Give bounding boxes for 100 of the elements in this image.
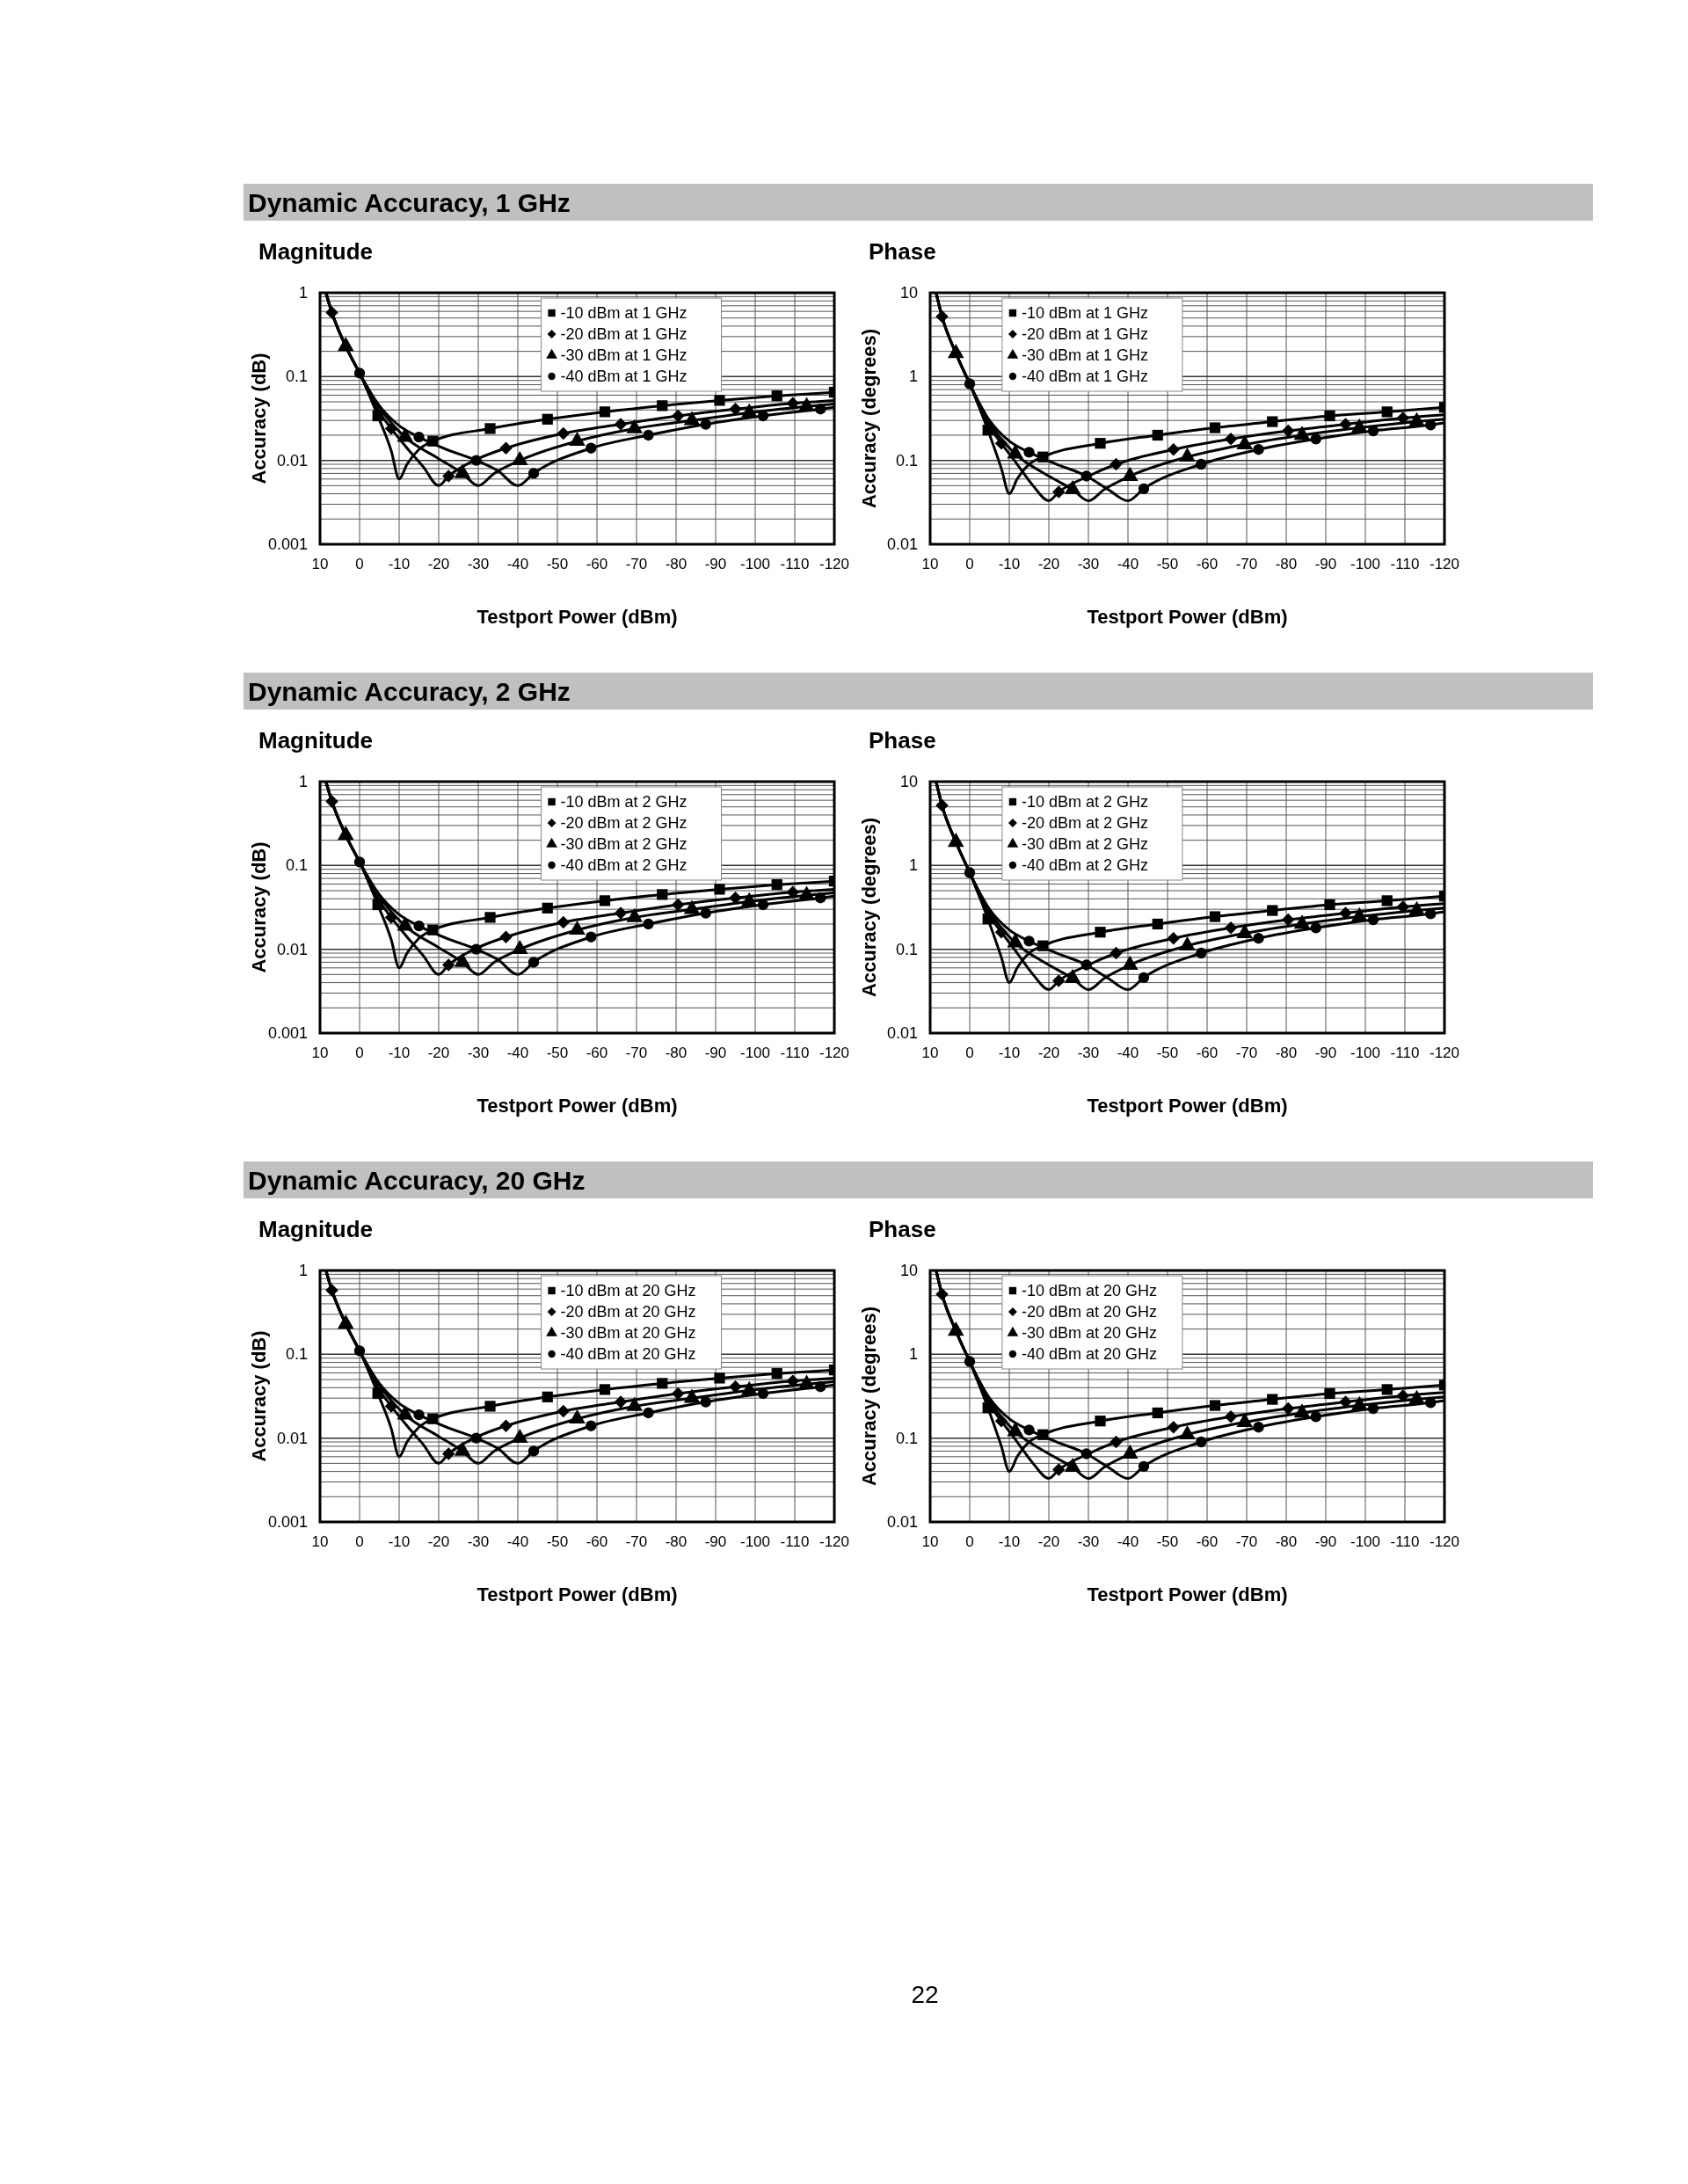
y-tick-label: 0.01 [886,1513,918,1531]
x-tick-label: -20 [1037,1045,1060,1061]
x-tick-label: -90 [1314,1533,1337,1550]
legend-label: -20 dBm at 20 GHz [560,1303,696,1321]
x-tick-label: -120 [819,1533,850,1550]
y-tick-label: 0.1 [285,368,308,386]
x-axis-title: Testport Power (dBm) [1087,1583,1288,1605]
x-tick-label: 10 [921,1045,939,1061]
x-tick-label: -60 [586,556,608,572]
chart-title: Phase [869,727,936,753]
x-axis-title: Testport Power (dBm) [1087,1095,1288,1117]
x-axis-title: Testport Power (dBm) [477,1583,678,1605]
legend-label: -30 dBm at 2 GHz [1021,835,1148,853]
chart-title: Phase [869,238,936,265]
y-tick-label: 1 [298,773,308,790]
x-tick-label: -100 [739,1533,771,1550]
x-tick-label: -80 [665,1045,688,1061]
legend-label: -40 dBm at 2 GHz [1021,856,1148,874]
y-tick-label: 0.01 [276,451,308,470]
x-tick-label: -120 [819,556,850,572]
x-tick-label: -10 [388,1045,411,1061]
legend-label: -40 dBm at 2 GHz [560,856,688,874]
x-tick-label: 10 [311,556,329,572]
y-tick-label: 0.1 [285,856,308,875]
x-tick-label: -80 [1275,1045,1298,1061]
x-tick-label: -20 [427,1533,450,1550]
x-tick-label: -40 [506,1045,529,1061]
legend-label: -20 dBm at 20 GHz [1021,1303,1157,1321]
chart-title: Dynamic Accuracy, 20 GHz [248,1166,586,1195]
legend-label: -30 dBm at 20 GHz [1021,1324,1157,1342]
legend-label: -40 dBm at 20 GHz [1021,1345,1157,1363]
x-tick-label: -70 [1235,556,1258,572]
chart-subtitle: Magnitude [258,238,373,265]
legend-label: -40 dBm at 1 GHz [1021,368,1148,385]
x-axis-title: Testport Power (dBm) [477,1095,678,1117]
x-tick-label: -110 [1390,1533,1420,1550]
y-tick-label: 1 [908,856,918,875]
chart-title: Dynamic Accuracy, 1 GHz [248,188,571,217]
x-tick-label: -30 [1077,556,1100,572]
x-tick-label: -110 [1390,556,1420,572]
x-tick-label: -50 [546,1045,569,1061]
legend-label: -40 dBm at 20 GHz [560,1345,696,1363]
x-tick-label: -10 [998,556,1021,572]
x-tick-label: 0 [965,556,974,572]
legend-label: -10 dBm at 1 GHz [1021,304,1148,322]
x-tick-label: -70 [1235,1045,1258,1061]
x-tick-label: -60 [1196,1045,1219,1061]
x-tick-label: -20 [427,1045,450,1061]
legend-label: -10 dBm at 2 GHz [560,793,688,811]
y-axis-title: Accuracy (dB) [248,353,270,484]
x-tick-label: -110 [780,556,810,572]
y-tick-label: 0.1 [895,940,918,958]
x-tick-label: 0 [965,1045,974,1061]
x-tick-label: -120 [1429,556,1460,572]
x-tick-label: 0 [355,1533,364,1550]
x-tick-label: -50 [1156,556,1179,572]
y-axis-title: Accuracy (degrees) [858,328,880,509]
x-tick-label: -110 [1390,1045,1420,1061]
x-tick-label: -70 [1235,1533,1258,1550]
x-tick-label: -100 [739,556,771,572]
x-tick-label: -50 [546,1533,569,1550]
y-tick-label: 1 [298,1262,308,1279]
x-tick-label: 0 [355,556,364,572]
x-tick-label: 10 [311,1533,329,1550]
y-tick-label: 10 [899,1262,918,1279]
x-tick-label: -50 [546,556,569,572]
x-tick-label: -80 [1275,1533,1298,1550]
x-tick-label: -40 [1117,1045,1139,1061]
text: 22 [911,1981,939,2008]
x-tick-label: -120 [1429,1533,1460,1550]
x-tick-label: -80 [665,556,688,572]
x-tick-label: -50 [1156,1045,1179,1061]
x-tick-label: -40 [1117,1533,1139,1550]
x-tick-label: -30 [1077,1533,1100,1550]
x-tick-label: -10 [388,1533,411,1550]
x-tick-label: -20 [1037,556,1060,572]
x-tick-label: -10 [388,556,411,572]
legend-label: -10 dBm at 1 GHz [560,304,688,322]
legend-label: -30 dBm at 1 GHz [560,346,688,364]
x-tick-label: -100 [739,1045,771,1061]
x-tick-label: -60 [586,1533,608,1550]
y-tick-label: 1 [298,284,308,302]
x-tick-label: 10 [921,1533,939,1550]
x-tick-label: -50 [1156,1533,1179,1550]
y-axis-title: Accuracy (dB) [248,841,270,973]
x-tick-label: -30 [467,1045,490,1061]
x-tick-label: -40 [506,1533,529,1550]
y-tick-label: 0.1 [285,1345,308,1364]
legend-label: -10 dBm at 20 GHz [1021,1282,1157,1299]
y-tick-label: 1 [908,368,918,386]
x-tick-label: -70 [625,1533,648,1550]
y-tick-label: 10 [899,773,918,790]
x-tick-label: -60 [1196,556,1219,572]
y-tick-label: 0.01 [276,1429,308,1447]
legend-label: -30 dBm at 20 GHz [560,1324,696,1342]
chart-title: Dynamic Accuracy, 2 GHz [248,677,571,706]
x-tick-label: -20 [427,556,450,572]
y-axis-title: Accuracy (degrees) [858,1306,880,1487]
x-axis-title: Testport Power (dBm) [477,606,678,628]
legend-label: -30 dBm at 1 GHz [1021,346,1148,364]
